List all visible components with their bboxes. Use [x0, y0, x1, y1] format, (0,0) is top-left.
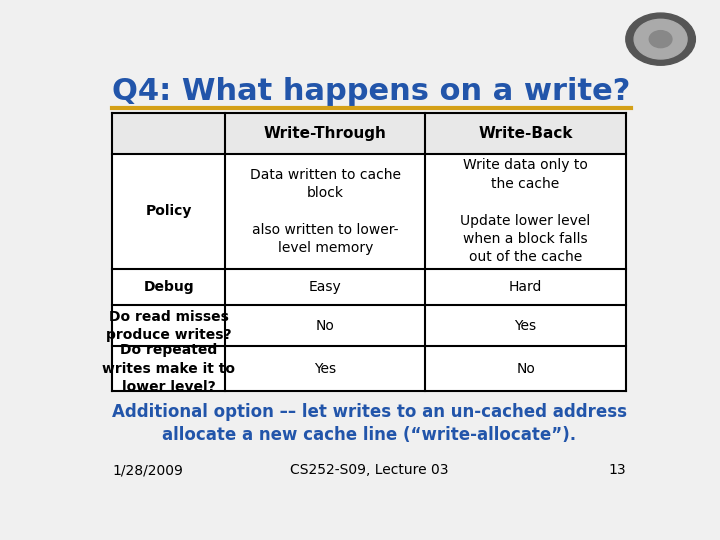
Text: Write-Back: Write-Back — [478, 126, 573, 141]
Bar — [225, 113, 426, 154]
Text: Additional option –– let writes to an un-cached address: Additional option –– let writes to an un… — [112, 403, 626, 421]
Bar — [112, 113, 225, 154]
Text: Do repeated
writes make it to
lower level?: Do repeated writes make it to lower leve… — [102, 343, 235, 394]
Text: Hard: Hard — [509, 280, 542, 294]
Text: Yes: Yes — [515, 319, 536, 333]
Text: Write data only to
the cache

Update lower level
when a block falls
out of the c: Write data only to the cache Update lowe… — [461, 158, 590, 265]
Bar — [426, 113, 626, 154]
Text: allocate a new cache line (“write-allocate”).: allocate a new cache line (“write-alloca… — [162, 426, 576, 444]
Text: Policy: Policy — [145, 205, 192, 219]
Text: 1/28/2009: 1/28/2009 — [112, 463, 183, 477]
Text: No: No — [516, 362, 535, 376]
Text: Yes: Yes — [315, 362, 336, 376]
Text: Easy: Easy — [309, 280, 342, 294]
Text: Do read misses
produce writes?: Do read misses produce writes? — [106, 309, 232, 342]
Circle shape — [626, 13, 696, 65]
Text: Write-Through: Write-Through — [264, 126, 387, 141]
Circle shape — [634, 19, 687, 59]
Circle shape — [649, 31, 672, 48]
Text: Debug: Debug — [143, 280, 194, 294]
Text: No: No — [316, 319, 335, 333]
Text: CS252-S09, Lecture 03: CS252-S09, Lecture 03 — [289, 463, 449, 477]
Text: Q4: What happens on a write?: Q4: What happens on a write? — [112, 77, 631, 106]
Bar — [112, 113, 626, 391]
Text: Data written to cache
block

also written to lower-
level memory: Data written to cache block also written… — [250, 168, 401, 255]
Text: 13: 13 — [608, 463, 626, 477]
